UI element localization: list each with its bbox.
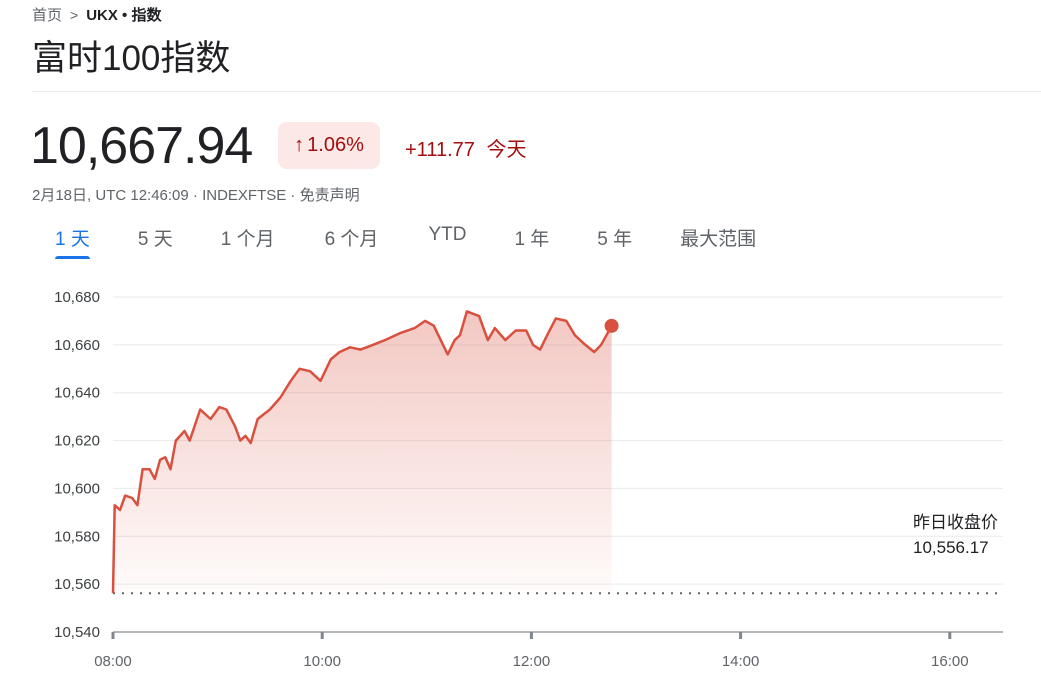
change-percent: 1.06% xyxy=(307,134,364,156)
current-price: 10,667.94 xyxy=(30,117,253,175)
chevron-right-icon: > xyxy=(70,6,79,23)
tab-5-days[interactable]: 5 天 xyxy=(137,229,173,250)
change-percent-badge: ↑ 1.06% xyxy=(278,122,380,169)
y-tick-label: 10,680 xyxy=(54,289,100,306)
y-tick-label: 10,540 xyxy=(54,624,100,641)
y-tick-label: 10,640 xyxy=(54,385,100,402)
divider xyxy=(32,91,1041,92)
tab-max[interactable]: 最大范围 xyxy=(680,229,757,250)
previous-close-value: 10,556.17 xyxy=(913,538,989,557)
latest-price-dot xyxy=(604,318,619,333)
y-tick-label: 10,660 xyxy=(54,337,100,354)
tab-1-day[interactable]: 1 天 xyxy=(55,224,90,259)
y-tick-label: 10,580 xyxy=(54,528,100,545)
y-tick-label: 10,560 xyxy=(54,576,100,593)
x-tick-label: 14:00 xyxy=(722,653,760,670)
quote-meta: 2月18日, UTC 12:46:09 · INDEXFTSE · 免责声明 xyxy=(32,187,360,204)
tab-1-year[interactable]: 1 年 xyxy=(514,229,550,250)
tab-ytd[interactable]: YTD xyxy=(428,224,467,245)
y-tick-label: 10,620 xyxy=(54,433,100,450)
breadcrumb-home-link[interactable]: 首页 xyxy=(32,7,63,24)
breadcrumb-current: UKX • 指数 xyxy=(86,7,162,24)
x-tick-label: 16:00 xyxy=(931,653,969,670)
arrow-up-icon: ↑ xyxy=(294,134,305,156)
range-tabs: 1 天 5 天 1 个月 6 个月 YTD 1 年 5 年 最大范围 xyxy=(55,224,756,259)
tab-5-years[interactable]: 5 年 xyxy=(597,229,633,250)
tab-6-months[interactable]: 6 个月 xyxy=(324,229,379,250)
breadcrumb: 首页 > UKX • 指数 xyxy=(32,4,161,25)
previous-close-label: 昨日收盘价 xyxy=(913,513,998,532)
previous-close-annotation: 昨日收盘价 10,556.17 xyxy=(913,510,1008,560)
price-line xyxy=(111,310,613,594)
change-period: 今天 xyxy=(486,139,527,161)
x-tick-label: 10:00 xyxy=(303,653,341,670)
change-value: +111.77 xyxy=(405,139,475,161)
x-tick-label: 12:00 xyxy=(513,653,551,670)
price-area xyxy=(113,311,612,594)
x-tick-label: 08:00 xyxy=(94,653,132,670)
change-absolute: +111.77 今天 xyxy=(405,133,526,162)
y-tick-label: 10,600 xyxy=(54,480,100,497)
page-title: 富时100指数 xyxy=(32,39,231,78)
tab-1-month[interactable]: 1 个月 xyxy=(220,229,275,250)
